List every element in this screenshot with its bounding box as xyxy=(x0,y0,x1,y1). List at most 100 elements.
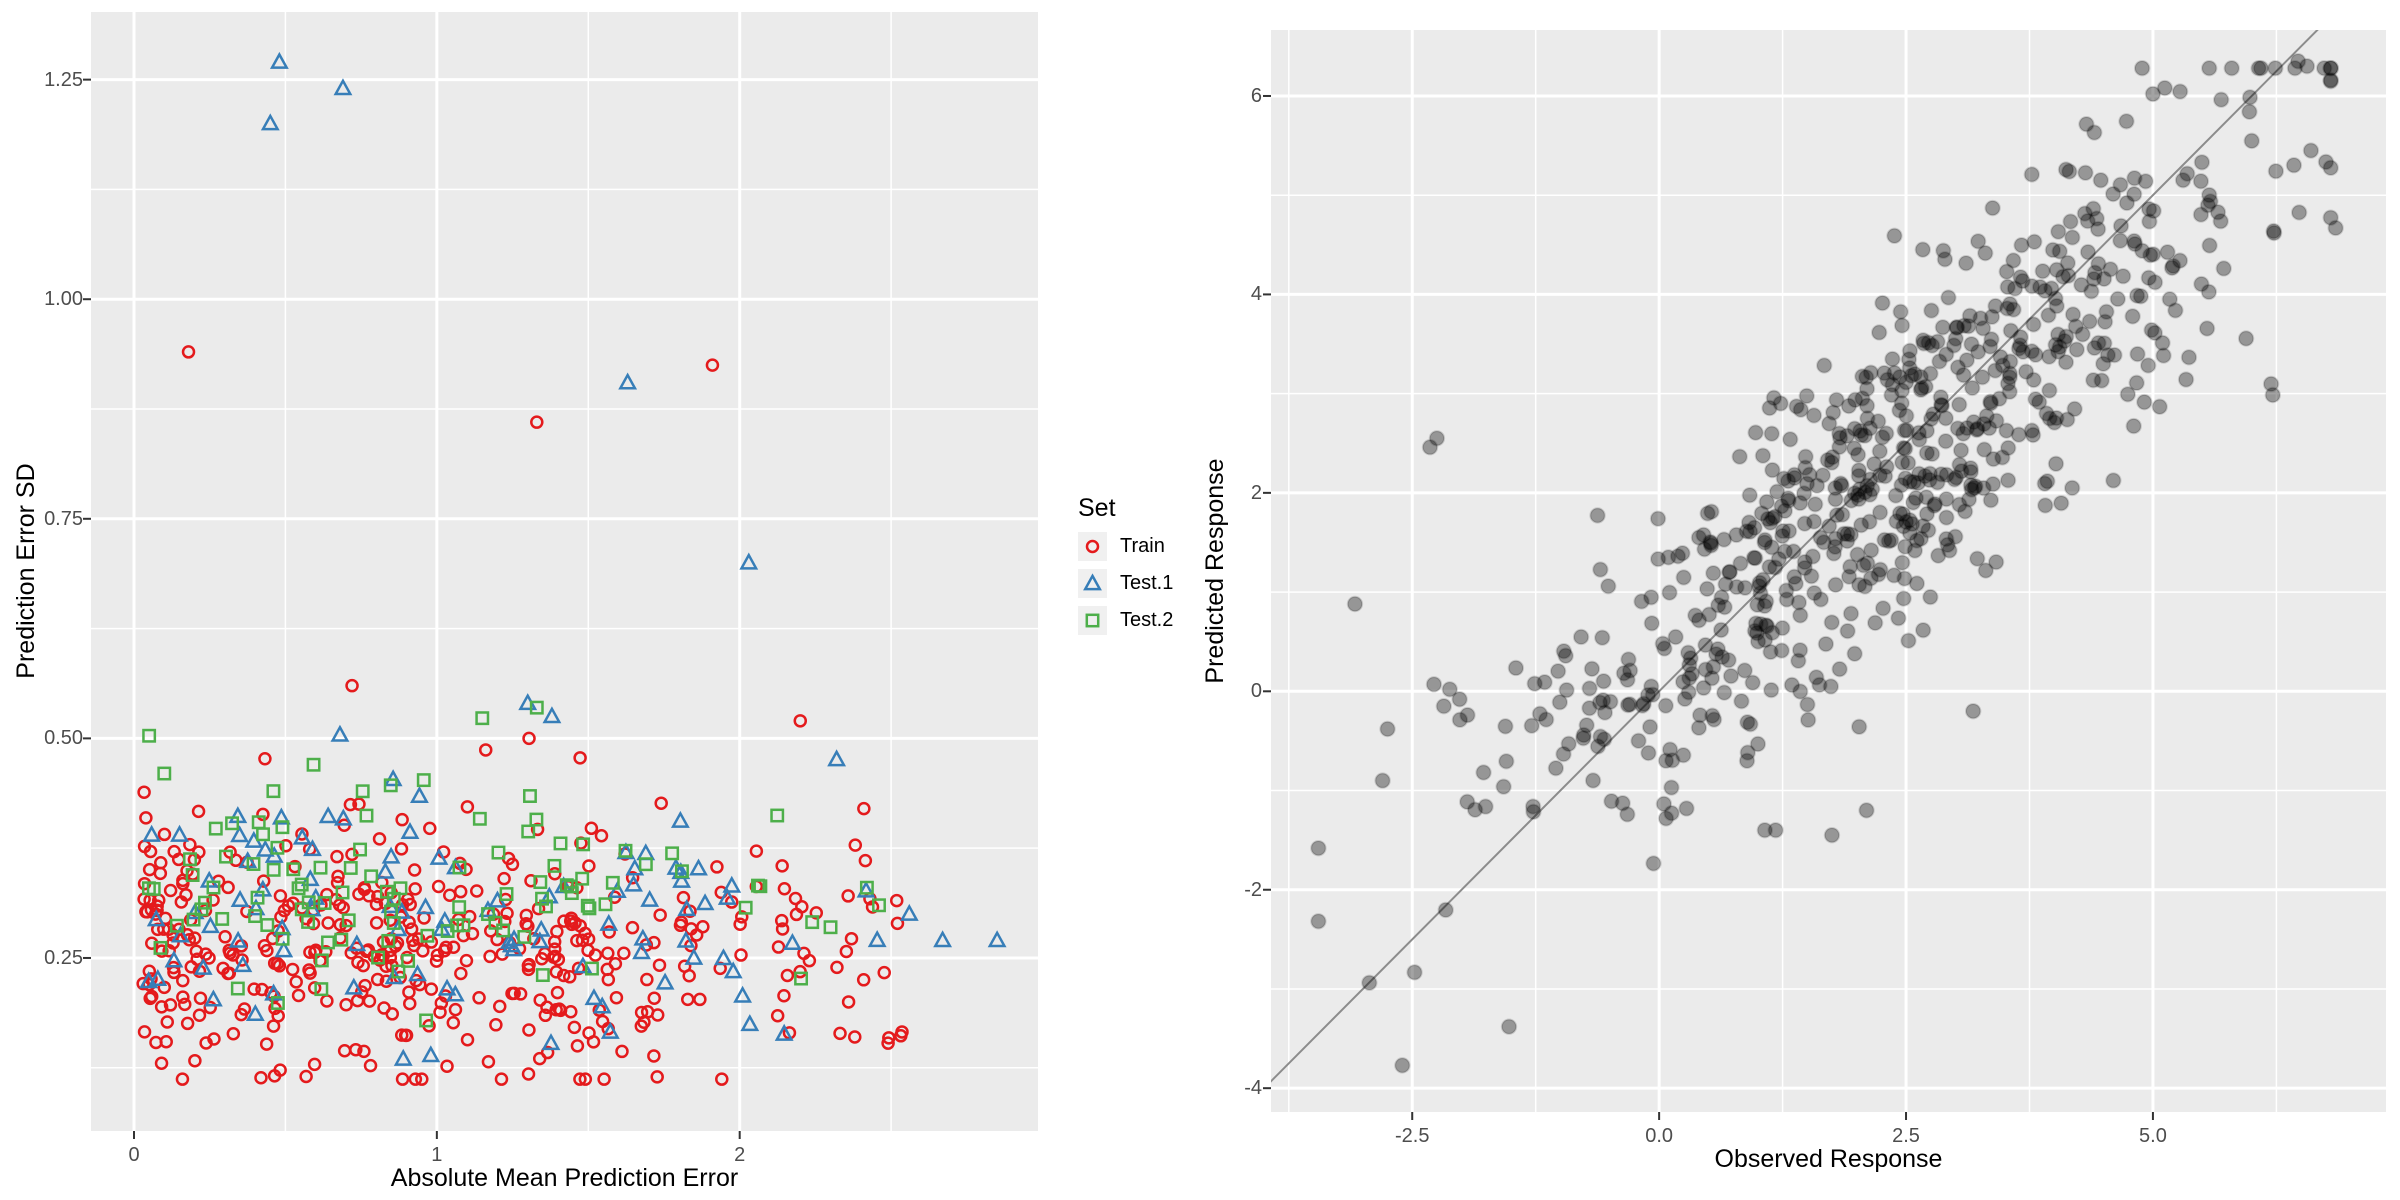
data-point xyxy=(1690,529,1708,546)
data-point xyxy=(2199,197,2217,214)
data-point xyxy=(2201,186,2218,204)
data-point xyxy=(1796,559,1813,577)
data-point xyxy=(1791,641,1809,659)
data-point xyxy=(372,832,387,846)
data-point xyxy=(563,879,578,894)
data-point xyxy=(522,1023,536,1037)
data-point xyxy=(1766,508,1784,525)
data-point xyxy=(1602,693,1619,710)
data-point xyxy=(183,852,197,867)
data-point xyxy=(160,1015,175,1029)
data-point xyxy=(2025,316,2042,333)
data-point xyxy=(154,855,168,870)
data-point xyxy=(2053,494,2070,512)
data-point xyxy=(1796,553,1814,571)
data-point xyxy=(601,946,615,961)
data-point xyxy=(1749,596,1766,613)
data-point xyxy=(2001,383,2018,400)
data-point xyxy=(2034,262,2051,280)
data-point xyxy=(321,916,335,930)
data-point xyxy=(193,957,213,975)
data-point xyxy=(1888,513,1905,530)
data-point xyxy=(1655,795,1673,813)
data-point xyxy=(437,978,457,996)
data-point xyxy=(1963,481,1980,498)
data-point xyxy=(1742,716,1759,733)
data-point xyxy=(1738,752,1756,769)
data-point xyxy=(303,945,317,960)
data-point xyxy=(1839,532,1856,550)
data-point xyxy=(1850,718,1868,735)
data-point xyxy=(1823,614,1840,631)
data-point xyxy=(653,908,667,922)
data-point xyxy=(1947,528,1964,545)
y-tick-label: 6 xyxy=(1250,84,1262,107)
data-point xyxy=(597,1072,611,1086)
data-point xyxy=(1799,696,1816,713)
data-point xyxy=(2060,267,2077,284)
data-point xyxy=(188,1053,202,1068)
data-point xyxy=(1862,570,1880,587)
data-point xyxy=(571,961,586,976)
data-point xyxy=(2317,153,2335,171)
data-point xyxy=(1791,494,1809,512)
data-point xyxy=(1657,752,1675,769)
data-point xyxy=(2193,154,2211,171)
data-point xyxy=(393,1048,413,1066)
data-point xyxy=(1712,621,1730,639)
data-point xyxy=(1758,618,1776,635)
data-point xyxy=(1774,527,1791,545)
data-point xyxy=(1918,505,1936,523)
data-point xyxy=(1824,448,1841,466)
data-point xyxy=(833,1026,847,1041)
data-point xyxy=(407,938,421,953)
data-point xyxy=(335,885,350,900)
data-point xyxy=(1981,338,1999,355)
data-point xyxy=(1846,485,1863,502)
data-point xyxy=(1926,495,1944,513)
data-point xyxy=(1783,676,1801,694)
x-tick-label: 5.0 xyxy=(2139,1125,2167,1147)
data-point xyxy=(889,893,904,908)
data-point xyxy=(321,935,335,950)
data-point xyxy=(1895,518,1912,535)
data-point xyxy=(2010,426,2027,443)
data-point xyxy=(795,899,809,914)
data-point xyxy=(2262,375,2280,393)
data-point xyxy=(1890,609,1907,627)
data-point xyxy=(383,769,403,787)
data-point xyxy=(882,1031,896,1045)
data-point xyxy=(1975,415,1993,433)
y-tick-label: 1.00 xyxy=(44,288,83,311)
data-point xyxy=(1850,467,1868,485)
data-point xyxy=(2040,348,2058,365)
data-point xyxy=(634,1005,649,1020)
data-point xyxy=(1645,855,1662,872)
data-point xyxy=(2141,213,2158,230)
data-point xyxy=(1790,652,1807,669)
data-point xyxy=(303,839,322,857)
data-point xyxy=(1757,593,1775,610)
data-point xyxy=(539,886,559,904)
data-point xyxy=(1932,396,1950,414)
data-point xyxy=(1774,522,1792,540)
data-point xyxy=(674,915,689,929)
data-point xyxy=(2039,473,2056,490)
data-point xyxy=(1714,648,1731,666)
data-point xyxy=(1976,441,1993,458)
data-point xyxy=(2048,261,2065,279)
data-point xyxy=(1831,438,1848,456)
data-point xyxy=(176,876,190,891)
data-point xyxy=(2095,270,2113,288)
data-point xyxy=(1898,422,1915,439)
data-point xyxy=(142,728,157,743)
data-point xyxy=(1999,472,2017,489)
right-x-axis-title: Observed Response xyxy=(1714,1145,1943,1173)
data-point xyxy=(149,1035,163,1050)
data-point xyxy=(1901,512,1919,529)
data-point xyxy=(1974,320,1992,337)
data-point xyxy=(1842,605,1860,622)
data-point xyxy=(598,897,613,912)
data-point xyxy=(424,982,439,996)
